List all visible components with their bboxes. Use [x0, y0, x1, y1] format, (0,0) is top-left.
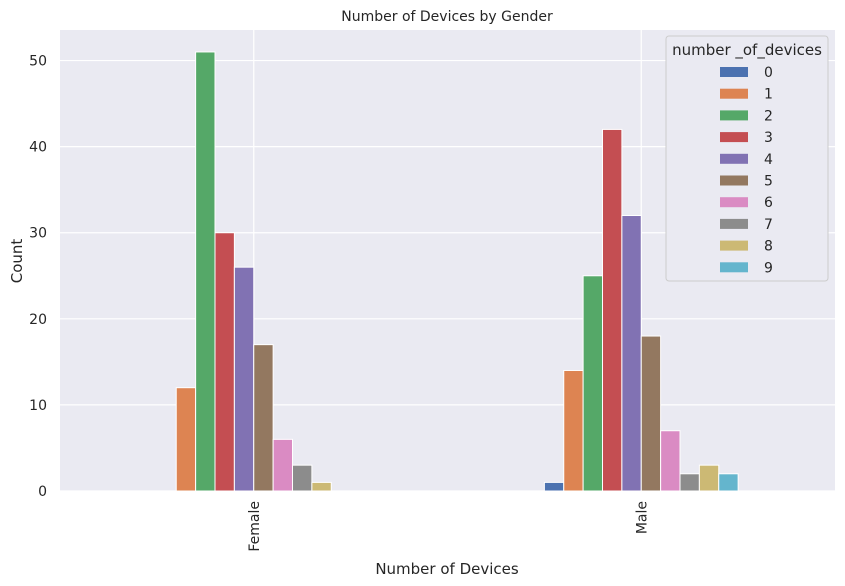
bar	[272, 438, 293, 492]
legend-swatch	[720, 132, 748, 143]
bar	[679, 473, 700, 492]
bar	[543, 481, 565, 492]
bar	[718, 473, 739, 492]
legend-swatch	[720, 67, 748, 77]
bar	[660, 430, 681, 492]
legend-swatch	[720, 197, 748, 208]
legend-label: 0	[764, 65, 773, 81]
x-axis-ticks: Female Male	[247, 501, 651, 552]
bar	[640, 335, 662, 492]
bar	[582, 275, 603, 492]
legend-swatch	[720, 88, 748, 99]
y-tick-label: 0	[38, 484, 47, 500]
legend-label: 3	[764, 130, 773, 146]
legend-label: 9	[764, 260, 773, 276]
bar	[602, 128, 623, 492]
x-tick-label: Female	[247, 501, 263, 552]
bar	[311, 481, 332, 492]
legend-label: 7	[764, 217, 773, 233]
legend-label: 6	[764, 195, 773, 211]
y-axis-label: Count	[8, 239, 26, 284]
legend-title: number _of_devices	[672, 41, 822, 60]
bar	[175, 387, 197, 492]
legend: number _of_devices 0 1 2 3 4 5 6 7 8 9	[665, 35, 829, 282]
y-tick-label: 30	[29, 226, 47, 242]
bar	[698, 464, 720, 492]
x-tick-label: Male	[634, 501, 650, 534]
bar	[292, 464, 313, 492]
bar	[214, 232, 235, 492]
legend-label: 4	[764, 152, 773, 168]
bar	[253, 344, 274, 492]
legend-label: 8	[764, 239, 773, 255]
legend-swatch	[720, 175, 748, 186]
legend-swatch	[720, 240, 748, 251]
y-tick-label: 40	[29, 140, 47, 156]
legend-label: 5	[764, 174, 773, 190]
y-tick-label: 50	[29, 54, 47, 70]
y-tick-label: 10	[29, 398, 47, 414]
bars	[175, 51, 739, 492]
x-axis-label: Number of Devices	[375, 560, 519, 578]
bar	[563, 369, 584, 492]
y-axis-ticks: 0 10 20 30 40 50	[29, 54, 47, 500]
legend-swatch	[720, 153, 748, 164]
chart-title: Number of Devices by Gender	[341, 9, 553, 25]
legend-label: 1	[764, 87, 773, 103]
legend-swatch	[720, 110, 748, 121]
legend-label: 2	[764, 108, 773, 124]
bar	[195, 51, 216, 492]
legend-swatch	[720, 262, 748, 273]
bar	[621, 215, 642, 492]
bar	[233, 266, 255, 492]
legend-swatch	[720, 218, 748, 229]
legend-items: 0 1 2 3 4 5 6 7 8 9	[720, 65, 773, 276]
y-tick-label: 20	[29, 312, 47, 328]
